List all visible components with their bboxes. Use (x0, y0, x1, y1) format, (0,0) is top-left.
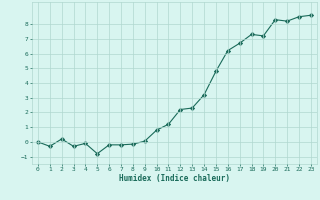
X-axis label: Humidex (Indice chaleur): Humidex (Indice chaleur) (119, 174, 230, 183)
